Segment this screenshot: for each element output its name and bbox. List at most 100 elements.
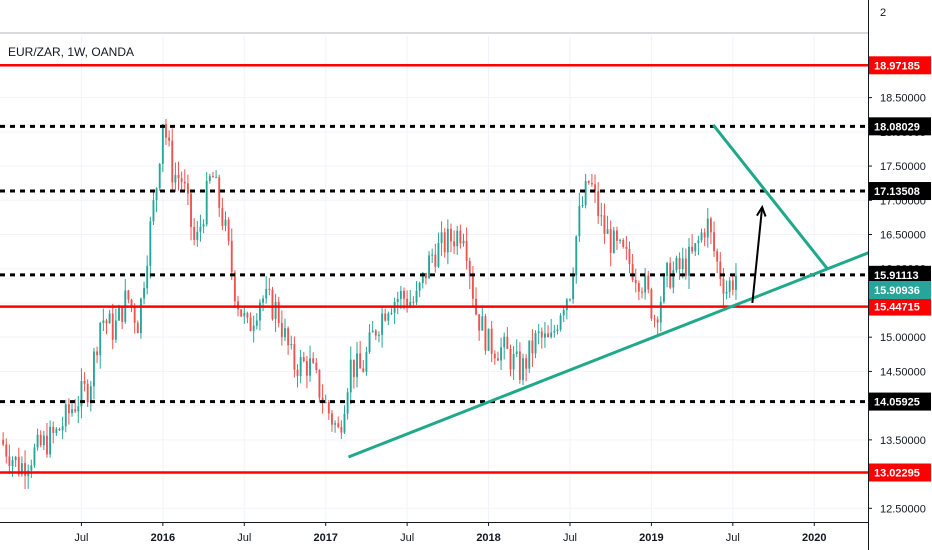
x-tick-label: 2019	[639, 532, 663, 544]
candle-body	[180, 178, 183, 182]
candle-body	[64, 404, 67, 427]
level-price-tag: 18.08029	[874, 121, 920, 133]
candle-body	[424, 272, 427, 279]
candle-body	[653, 318, 656, 320]
candle-body	[205, 180, 208, 225]
candle-body	[312, 358, 315, 363]
y-tick-label: 16.50000	[880, 230, 926, 242]
candle-body	[540, 331, 543, 338]
candle-body	[86, 383, 89, 403]
candle-body	[728, 280, 731, 292]
candle-body	[146, 265, 149, 289]
level-price-tag-bg	[869, 463, 931, 482]
candle-body	[650, 289, 653, 319]
candle-body	[713, 232, 715, 252]
candle-body	[678, 258, 681, 270]
candle-body	[412, 301, 415, 303]
candle-body	[409, 301, 412, 307]
candle-body	[80, 380, 83, 407]
candle-body	[550, 332, 553, 338]
candle-body	[284, 328, 286, 338]
candle-body	[352, 359, 355, 378]
candle-body	[133, 307, 136, 323]
candle-body	[719, 261, 722, 279]
candle-body	[108, 313, 111, 324]
candle-body	[368, 332, 371, 352]
candle-body	[528, 340, 531, 369]
candle-body	[212, 176, 214, 178]
candle-body	[331, 413, 333, 425]
candle-body	[525, 358, 528, 369]
candle-body	[384, 313, 387, 321]
candle-body	[230, 240, 233, 273]
x-tick-label: Jul	[563, 532, 577, 544]
candle-body	[208, 176, 211, 181]
candle-body	[215, 177, 218, 179]
candle-body	[152, 200, 155, 222]
trendline-upper	[712, 124, 829, 270]
candle-body	[453, 241, 456, 247]
candle-body	[346, 392, 349, 414]
candle-body	[590, 182, 593, 185]
candle-body	[61, 426, 64, 431]
candle-body	[497, 358, 499, 361]
candle-body	[418, 283, 421, 291]
candle-body	[597, 191, 600, 217]
candle-body	[233, 272, 236, 302]
candle-body	[381, 313, 384, 335]
candle-body	[644, 275, 647, 293]
candle-body	[619, 240, 622, 242]
candle-body	[315, 362, 318, 370]
candle-body	[77, 406, 80, 412]
candle-body	[559, 315, 562, 330]
candle-body	[374, 330, 377, 336]
candle-body	[183, 181, 186, 184]
candle-body	[625, 246, 628, 249]
candle-body	[587, 181, 590, 183]
candle-body	[512, 353, 515, 370]
candle-body	[105, 320, 108, 324]
candle-body	[569, 299, 571, 301]
candle-body	[14, 456, 17, 461]
candle-body	[243, 313, 246, 317]
candle-body	[534, 333, 537, 354]
candle-body	[33, 447, 36, 466]
candle-body	[52, 426, 55, 434]
candle-body	[199, 226, 202, 232]
candle-body	[337, 423, 340, 428]
candle-body	[431, 254, 434, 256]
candle-body	[71, 409, 73, 414]
candle-body	[114, 320, 117, 340]
candle-body	[89, 386, 92, 403]
candle-body	[603, 215, 606, 234]
candle-body	[196, 231, 199, 240]
candle-body	[662, 275, 665, 302]
candle-body	[506, 336, 509, 349]
candle-body	[697, 240, 700, 244]
candle-body	[2, 439, 5, 445]
candle-body	[262, 298, 265, 303]
time-axis-background	[0, 522, 868, 550]
candle-body	[309, 358, 311, 376]
candle-body	[193, 227, 196, 240]
candle-body	[171, 140, 174, 183]
candle-body	[274, 301, 277, 319]
candle-body	[30, 465, 33, 471]
candle-body	[8, 456, 11, 467]
candle-body	[522, 358, 524, 380]
candle-body	[280, 323, 283, 338]
y-tick-label: 15.00000	[880, 332, 926, 344]
candle-body	[218, 177, 221, 208]
candle-body	[177, 174, 180, 179]
candle-body	[378, 334, 380, 336]
candle-body	[725, 291, 728, 294]
candle-body	[428, 255, 430, 279]
candle-body	[456, 230, 459, 247]
candle-body	[349, 359, 352, 393]
candle-body	[531, 340, 534, 354]
candle-body	[716, 251, 719, 262]
candle-body	[406, 298, 409, 307]
